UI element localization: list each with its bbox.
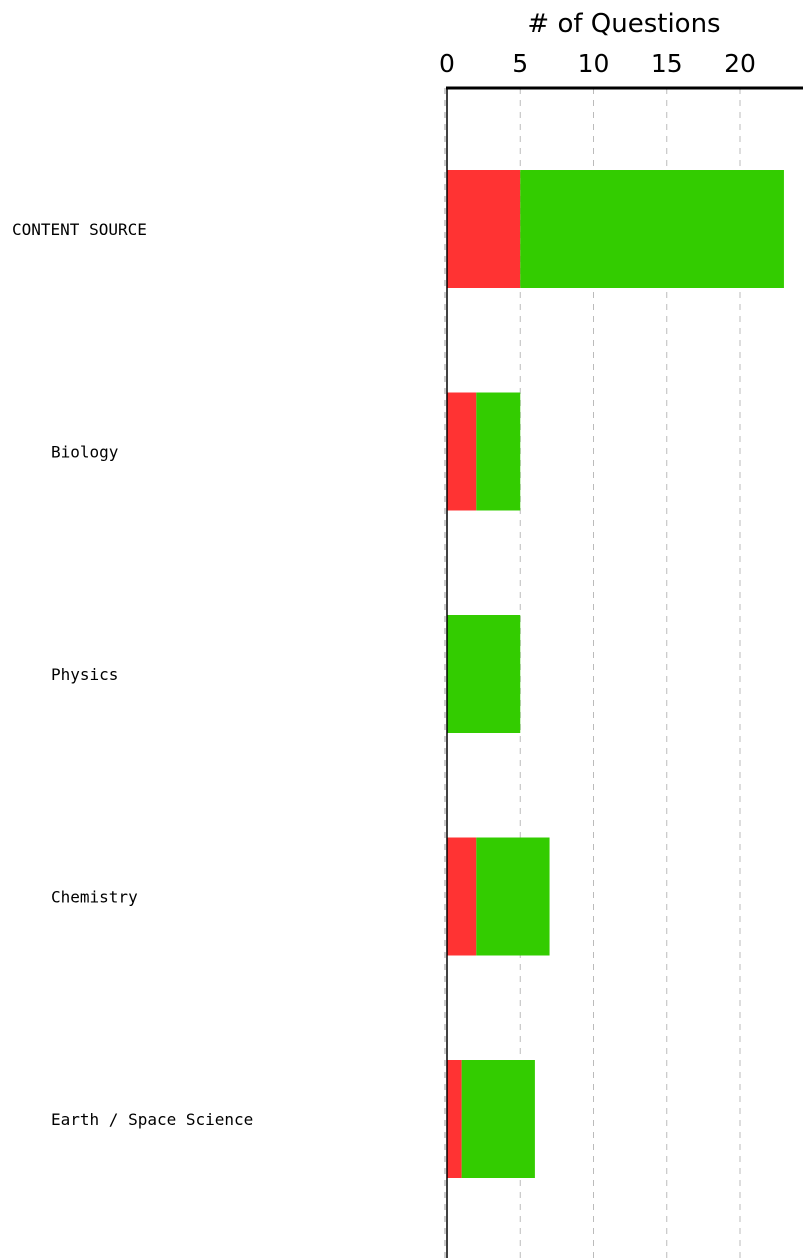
bar-segment bbox=[476, 392, 521, 511]
category-label: Physics bbox=[51, 665, 118, 684]
bar-segment bbox=[447, 392, 477, 511]
category-label: Earth / Space Science bbox=[51, 1110, 253, 1129]
bar-segment bbox=[476, 837, 550, 956]
category-label: Biology bbox=[51, 443, 119, 462]
bar-segment bbox=[461, 1060, 535, 1178]
x-tick-label: 20 bbox=[724, 49, 756, 78]
bar-segment bbox=[520, 170, 784, 288]
bar-segment bbox=[447, 615, 521, 733]
x-tick-label: 15 bbox=[651, 49, 683, 78]
bar-segment bbox=[447, 1060, 462, 1178]
axes: 0 5 10 15 20 bbox=[439, 49, 803, 1258]
bar-segment bbox=[447, 837, 477, 956]
category-label: CONTENT SOURCE bbox=[12, 220, 147, 239]
category-labels: CONTENT SOURCE Biology Physics Chemistry Ear… bbox=[12, 220, 253, 1129]
x-tick-label: 10 bbox=[578, 49, 610, 78]
x-axis-title: # of Questions bbox=[527, 9, 720, 39]
category-label: Chemistry bbox=[51, 888, 138, 907]
bars bbox=[447, 170, 784, 1178]
bar-segment bbox=[447, 170, 521, 288]
x-tick-label: 5 bbox=[512, 49, 528, 78]
x-tick-label: 0 bbox=[439, 49, 455, 78]
